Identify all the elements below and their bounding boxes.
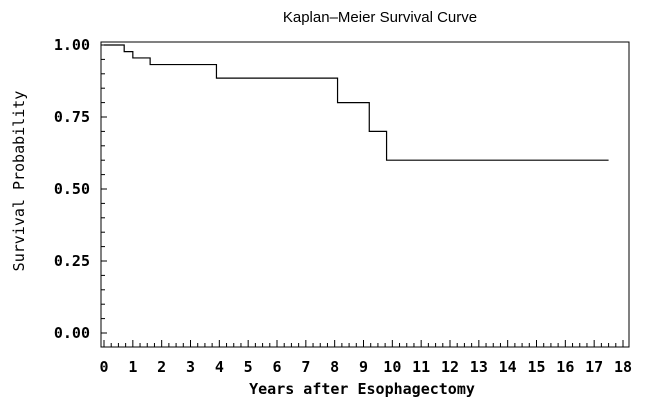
- plot-frame: [100, 41, 630, 348]
- x-tick-label: 3: [186, 358, 195, 376]
- y-tick-label: 0.50: [54, 180, 90, 198]
- y-tick-label: 0.00: [54, 324, 90, 342]
- x-tick-label: 17: [585, 358, 603, 376]
- chart-title: Kaplan–Meier Survival Curve: [283, 9, 477, 26]
- x-tick-label: 6: [272, 358, 281, 376]
- x-tick-label: 2: [157, 358, 166, 376]
- y-axis-ticks: 0.00 0.25 0.50 0.75 1.00: [54, 36, 107, 342]
- x-tick-label: 14: [499, 358, 517, 376]
- x-tick-label: 1: [128, 358, 137, 376]
- x-tick-label: 9: [359, 358, 368, 376]
- x-tick-label: 15: [527, 358, 545, 376]
- y-tick-label: 0.75: [54, 108, 90, 126]
- y-tick-label: 0.25: [54, 252, 90, 270]
- km-survival-step-line: [104, 44, 609, 161]
- x-tick-label: 16: [556, 358, 574, 376]
- x-tick-label: 8: [330, 358, 339, 376]
- x-tick-label: 7: [301, 358, 310, 376]
- y-axis-label: Survival Probability: [10, 91, 28, 272]
- x-axis-ticks: 0 1 2 3 4 5 6 7 8 9 10 11 12 13 14 15 16 17 18: [99, 340, 632, 376]
- x-tick-label: 4: [215, 358, 224, 376]
- x-axis-label: Years after Esophagectomy: [249, 380, 475, 398]
- x-tick-label: 5: [244, 358, 253, 376]
- y-tick-label: 1.00: [54, 36, 90, 54]
- x-tick-label: 10: [383, 358, 401, 376]
- x-tick-label: 11: [412, 358, 430, 376]
- x-tick-label: 0: [99, 358, 108, 376]
- x-tick-label: 12: [441, 358, 459, 376]
- x-tick-label: 13: [470, 358, 488, 376]
- x-tick-label: 18: [614, 358, 632, 376]
